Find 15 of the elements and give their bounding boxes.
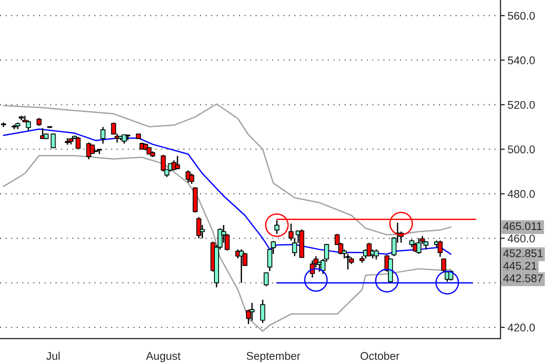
text: 445.21: [503, 262, 536, 270]
y-tick-label: 560.0: [508, 12, 535, 20]
y-tick-label: 540.0: [508, 56, 535, 64]
y-tick-label: 520.0: [508, 100, 535, 109]
x-tick-label: Jul: [46, 352, 60, 360]
annotation: 465.011: [503, 222, 542, 230]
x-tick-label: October: [360, 352, 400, 360]
annotation: 452.851: [503, 249, 543, 258]
y-tick-label: 460.0: [508, 234, 535, 242]
x-tick-label: August: [146, 352, 180, 362]
y-tick-label: 420.0: [508, 324, 535, 332]
y-tick-label: 500.0: [508, 145, 535, 154]
y-tick-label: 480.0: [508, 190, 535, 198]
text: 442.587: [503, 274, 543, 282]
x-tick-label: September: [246, 352, 300, 362]
